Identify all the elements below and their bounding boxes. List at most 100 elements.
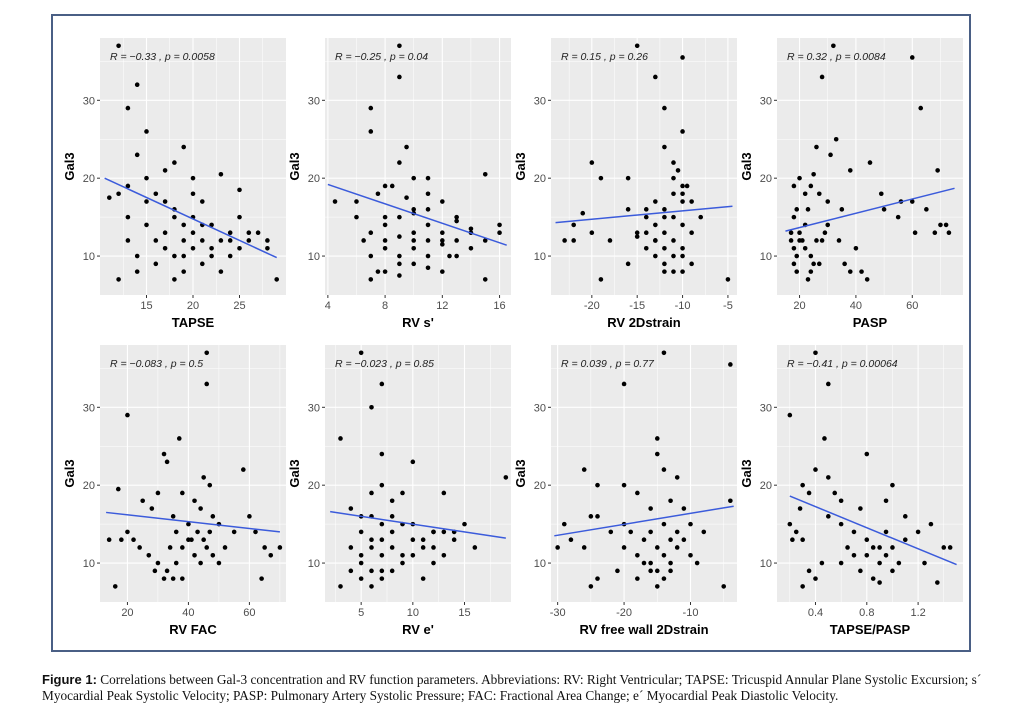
data-point bbox=[482, 171, 488, 177]
data-point bbox=[181, 144, 186, 150]
x-tick-label: 60 bbox=[906, 300, 918, 312]
y-axis-label: Gal3 bbox=[513, 152, 528, 180]
data-point bbox=[864, 451, 870, 457]
regression-line bbox=[554, 505, 734, 537]
data-point bbox=[411, 175, 417, 181]
data-point bbox=[814, 238, 819, 243]
y-axis-label: Gal3 bbox=[287, 152, 302, 180]
data-point bbox=[482, 238, 488, 243]
x-tick-label: 25 bbox=[233, 300, 245, 312]
panel-background bbox=[325, 345, 511, 602]
data-point bbox=[909, 55, 915, 60]
data-point bbox=[379, 451, 385, 457]
data-point bbox=[842, 261, 847, 267]
data-point bbox=[859, 269, 864, 274]
data-point bbox=[895, 214, 901, 220]
x-tick-label: -10 bbox=[683, 607, 699, 619]
data-point bbox=[653, 253, 658, 259]
data-point bbox=[172, 160, 177, 165]
chart-panel-4: 10 20 30 20 40 60 R = 0.32 , p = 0.0084 PASP Gal… bbox=[739, 38, 963, 330]
data-point bbox=[200, 261, 205, 267]
data-point bbox=[379, 381, 385, 387]
data-point bbox=[411, 238, 417, 243]
data-point bbox=[826, 381, 831, 387]
data-point bbox=[237, 187, 242, 193]
y-tick-label: 20 bbox=[534, 480, 546, 492]
data-point bbox=[246, 230, 252, 235]
data-point bbox=[172, 214, 177, 220]
data-point bbox=[661, 467, 667, 472]
data-point bbox=[915, 529, 921, 535]
caption-label: Figure 1: bbox=[42, 672, 97, 687]
data-point bbox=[247, 514, 252, 519]
data-point bbox=[218, 171, 224, 177]
data-point bbox=[361, 238, 366, 243]
data-point bbox=[134, 82, 140, 88]
data-point bbox=[222, 545, 228, 550]
data-point bbox=[190, 245, 196, 251]
data-point bbox=[358, 576, 364, 581]
y-tick-label: 10 bbox=[308, 558, 320, 570]
data-point bbox=[838, 498, 844, 504]
data-point bbox=[375, 191, 381, 197]
data-point bbox=[598, 277, 604, 282]
chart-panel-6: 10 20 30 5 10 15 R = −0.023 , p = 0.85 RV e' Gal… bbox=[287, 345, 511, 637]
data-point bbox=[938, 222, 943, 228]
data-point bbox=[125, 183, 131, 189]
data-point bbox=[838, 521, 844, 527]
data-point bbox=[382, 238, 388, 243]
data-point bbox=[790, 537, 795, 542]
x-tick-label: -10 bbox=[675, 300, 691, 312]
y-tick-label: 30 bbox=[83, 95, 95, 107]
data-point bbox=[146, 552, 152, 558]
data-point bbox=[935, 168, 940, 173]
data-point bbox=[106, 537, 112, 542]
data-point bbox=[635, 552, 640, 558]
data-point bbox=[369, 568, 374, 574]
data-point bbox=[368, 253, 374, 259]
data-point bbox=[379, 568, 385, 574]
data-point bbox=[181, 253, 186, 259]
data-point bbox=[411, 207, 417, 212]
data-point bbox=[440, 269, 445, 274]
data-point bbox=[628, 529, 634, 535]
y-axis-label: Gal3 bbox=[739, 459, 754, 487]
data-point bbox=[468, 226, 474, 232]
data-point bbox=[172, 253, 177, 259]
data-point bbox=[358, 350, 364, 356]
data-point bbox=[825, 199, 831, 204]
data-point bbox=[791, 245, 797, 251]
data-point bbox=[368, 129, 374, 134]
data-point bbox=[648, 529, 653, 535]
panel-background bbox=[551, 345, 737, 602]
data-point bbox=[389, 514, 395, 519]
data-point bbox=[227, 238, 233, 243]
data-point bbox=[634, 43, 640, 49]
data-point bbox=[808, 183, 814, 189]
data-point bbox=[379, 576, 385, 581]
y-tick-label: 10 bbox=[308, 251, 320, 263]
data-point bbox=[204, 381, 210, 387]
correlation-annotation: R = −0.33 , p = 0.0058 bbox=[110, 51, 215, 63]
data-point bbox=[190, 230, 196, 235]
data-point bbox=[186, 521, 191, 527]
data-point bbox=[648, 560, 653, 566]
data-point bbox=[162, 230, 168, 235]
regression-line bbox=[106, 511, 280, 533]
data-point bbox=[503, 475, 509, 480]
data-point bbox=[397, 253, 402, 259]
data-point bbox=[847, 168, 853, 173]
data-point bbox=[440, 242, 445, 247]
data-point bbox=[555, 545, 560, 550]
data-point bbox=[425, 207, 431, 212]
data-point bbox=[170, 576, 176, 581]
data-point bbox=[210, 552, 216, 558]
data-point bbox=[420, 545, 426, 550]
data-point bbox=[153, 261, 159, 267]
data-point bbox=[358, 529, 364, 535]
data-point bbox=[441, 490, 447, 496]
data-point bbox=[369, 537, 374, 542]
data-point bbox=[662, 144, 667, 150]
y-tick-label: 10 bbox=[760, 251, 772, 263]
data-point bbox=[877, 545, 882, 550]
